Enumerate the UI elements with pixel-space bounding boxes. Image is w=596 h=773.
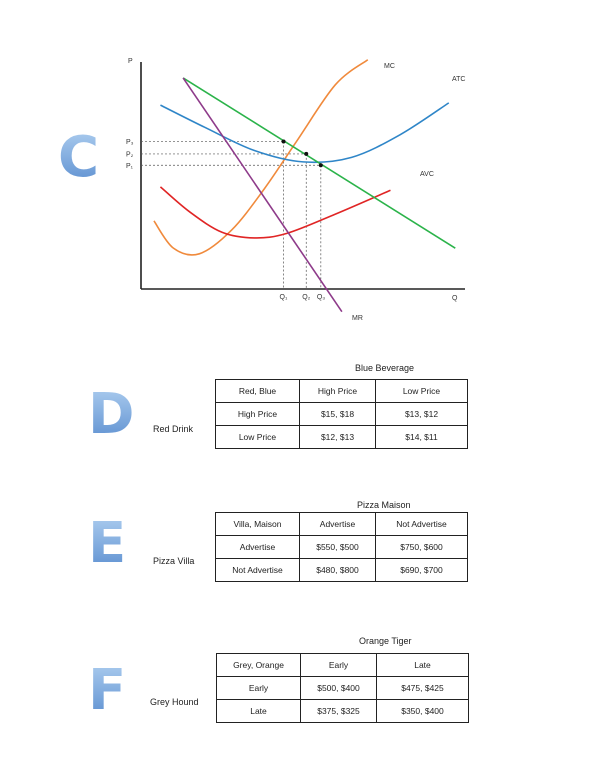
table-cell: Low Price: [375, 379, 468, 403]
table-cell: Late: [216, 699, 301, 723]
mc-label: MC: [384, 63, 395, 70]
d-row-player: Red Drink: [153, 424, 194, 434]
table-cell: $15, $18: [299, 402, 376, 426]
table-cell: $690, $700: [375, 558, 468, 582]
table-cell: Villa, Maison: [215, 512, 300, 536]
table-row: High Price $15, $18 $13, $12: [215, 402, 468, 426]
price-tick-label: P₃: [126, 139, 134, 146]
intersection-point: [318, 163, 323, 168]
quantity-tick-label: Q₁: [280, 294, 288, 301]
table-cell: Low Price: [215, 425, 300, 449]
price-tick-label: P₁: [126, 163, 134, 170]
table-cell: $12, $13: [299, 425, 376, 449]
table-cell: $750, $600: [375, 535, 468, 559]
table-row: Early $500, $400 $475, $425: [216, 676, 469, 700]
atc-label: ATC: [452, 76, 465, 83]
table-row: Not Advertise $480, $800 $690, $700: [215, 558, 468, 582]
mr-label: MR: [352, 315, 363, 322]
table-cell: $14, $11: [375, 425, 468, 449]
table-row: Advertise $550, $500 $750, $600: [215, 535, 468, 559]
table-cell: Not Advertise: [375, 512, 468, 536]
avc-label: AVC: [420, 171, 434, 178]
curve-mr: [182, 77, 343, 313]
letter-d: D: [88, 382, 135, 447]
quantity-tick-label: Q₃: [317, 294, 325, 301]
x-axis-label: Q: [452, 295, 458, 302]
table-cell: High Price: [215, 402, 300, 426]
curve-avc: [159, 186, 391, 239]
table-row: Grey, Orange Early Late: [216, 653, 469, 677]
table-cell: $550, $500: [299, 535, 376, 559]
e-column-player: Pizza Maison: [357, 500, 411, 510]
letter-f: F: [88, 658, 127, 723]
table-cell: Advertise: [215, 535, 300, 559]
table-row: Villa, Maison Advertise Not Advertise: [215, 512, 468, 536]
table-cell: $350, $400: [376, 699, 469, 723]
f-row-player: Grey Hound: [150, 697, 199, 707]
table-row: Red, Blue High Price Low Price: [215, 379, 468, 403]
curve-demand: [182, 77, 456, 249]
table-cell: $500, $400: [300, 676, 377, 700]
letter-c: C: [58, 125, 100, 190]
f-column-player: Orange Tiger: [359, 636, 412, 646]
quantity-tick-label: Q₂: [302, 294, 310, 301]
table-cell: High Price: [299, 379, 376, 403]
curve-atc: [160, 102, 450, 164]
intersection-point: [304, 151, 309, 156]
table-cell: Late: [376, 653, 469, 677]
cost-curves-chart: P Q P₃ P₂ P₁ Q₁ Q₂ Q₃ MC ATC AVC MR: [126, 58, 465, 322]
y-axis-label: P: [128, 58, 133, 65]
price-tick-label: P₂: [126, 151, 134, 158]
table-cell: $475, $425: [376, 676, 469, 700]
d-payoff-table: Red, Blue High Price Low Price High Pric…: [215, 379, 468, 449]
table-row: Late $375, $325 $350, $400: [216, 699, 469, 723]
f-payoff-table: Grey, Orange Early Late Early $500, $400…: [216, 653, 469, 723]
table-cell: Early: [216, 676, 301, 700]
table-cell: Not Advertise: [215, 558, 300, 582]
table-cell: Red, Blue: [215, 379, 300, 403]
letter-e: E: [88, 511, 127, 576]
table-cell: $480, $800: [299, 558, 376, 582]
table-cell: Grey, Orange: [216, 653, 301, 677]
d-column-player: Blue Beverage: [355, 363, 415, 373]
e-row-player: Pizza Villa: [153, 556, 195, 566]
curve-mc: [153, 59, 369, 256]
table-cell: $375, $325: [300, 699, 377, 723]
table-row: Low Price $12, $13 $14, $11: [215, 425, 468, 449]
e-payoff-table: Villa, Maison Advertise Not Advertise Ad…: [215, 512, 468, 582]
table-cell: $13, $12: [375, 402, 468, 426]
table-cell: Advertise: [299, 512, 376, 536]
intersection-point: [281, 139, 286, 144]
table-cell: Early: [300, 653, 377, 677]
